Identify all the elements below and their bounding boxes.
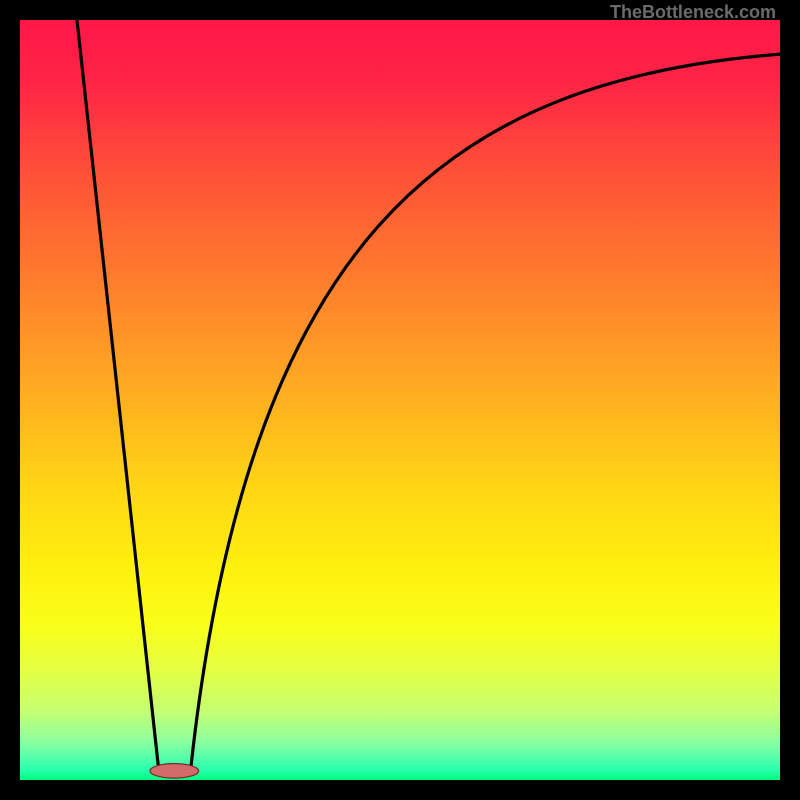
plot-area <box>20 20 780 780</box>
right-curve <box>191 54 780 766</box>
left-curve <box>77 20 158 766</box>
curve-layer <box>20 20 780 780</box>
chart-container: TheBottleneck.com <box>0 0 800 800</box>
optimum-marker <box>150 764 199 778</box>
